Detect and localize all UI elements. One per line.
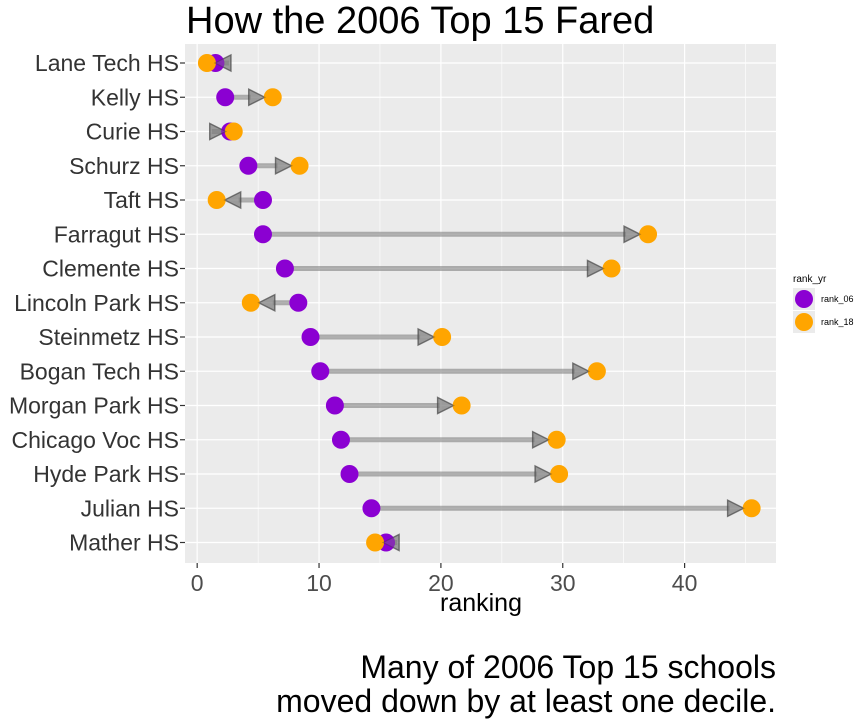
- arrow-head-overlay: [437, 396, 455, 415]
- caption: Many of 2006 Top 15 schools moved down b…: [276, 650, 776, 718]
- arrow-head-overlay: [727, 499, 745, 518]
- caption-line-1: Many of 2006 Top 15 schools: [360, 649, 776, 685]
- y-tick-label: Lane Tech HS: [35, 50, 179, 76]
- x-tick-label: 10: [306, 570, 332, 596]
- arrow-head: [586, 259, 606, 278]
- legend: rank_yr rank_06 rank_18: [793, 274, 854, 333]
- point-rank-06: [275, 259, 294, 278]
- arrow-head-overlay: [274, 156, 293, 175]
- arrow-head-overlay: [223, 191, 242, 209]
- x-axis-title: ranking: [440, 589, 522, 617]
- arrow-head-overlay: [381, 533, 400, 552]
- caption-line-2: moved down by at least one decile.: [276, 683, 776, 719]
- point-rank-06: [253, 225, 272, 244]
- arrow-head: [436, 396, 456, 415]
- arrow-head: [417, 327, 436, 347]
- y-tick-label: Steinmetz HS: [38, 324, 179, 350]
- x-axis-ticks: 0 10 20 30 40: [191, 563, 698, 596]
- legend-title: rank_yr: [793, 274, 827, 285]
- point-rank-18: [639, 225, 658, 244]
- arrow-head: [531, 430, 551, 449]
- y-tick-label: Chicago Voc HS: [12, 427, 179, 453]
- point-rank-06: [289, 293, 308, 312]
- point-rank-18: [550, 465, 569, 483]
- y-tick-label: Kelly HS: [91, 84, 179, 110]
- y-tick-label: Lincoln Park HS: [14, 290, 179, 316]
- point-rank-18: [433, 328, 452, 346]
- arrows: [208, 53, 746, 552]
- points: [197, 54, 761, 552]
- arrow-head: [572, 362, 591, 381]
- arrow-head: [223, 190, 242, 210]
- arrow-head-overlay: [572, 362, 591, 381]
- legend-key-rank_18: [795, 313, 813, 331]
- point-rank-18: [207, 191, 226, 209]
- arrow-head-overlay: [248, 88, 267, 107]
- x-tick-label: 30: [550, 570, 576, 596]
- point-rank-18: [366, 533, 385, 552]
- arrow-head-overlay: [209, 122, 228, 141]
- y-tick-label: Bogan Tech HS: [20, 358, 179, 384]
- legend-label: rank_18: [821, 317, 854, 327]
- y-tick-label: Morgan Park HS: [9, 393, 179, 419]
- y-tick-label: Julian HS: [81, 495, 179, 521]
- arrow-head: [274, 156, 294, 175]
- point-rank-06: [311, 362, 330, 381]
- arrow-head-overlay: [213, 54, 232, 72]
- arrow-head-overlay: [257, 293, 276, 312]
- arrow-head: [623, 225, 642, 244]
- point-rank-18: [241, 293, 260, 312]
- y-tick-label: Taft HS: [104, 187, 179, 213]
- point-rank-06: [362, 499, 381, 518]
- arrow-head: [534, 464, 553, 484]
- x-tick-label: 40: [672, 570, 698, 596]
- arrow-head-overlay: [417, 328, 436, 346]
- y-axis-labels: Lane Tech HS Kelly HS Curie HS Schurz HS Taf…: [9, 50, 185, 556]
- arrow-head: [247, 88, 267, 107]
- point-rank-18: [263, 88, 282, 107]
- arrow-head-overlay: [532, 430, 551, 449]
- arrow-head-overlay: [586, 259, 605, 278]
- x-tick-label: 0: [191, 570, 204, 596]
- point-rank-06: [331, 430, 350, 449]
- y-tick-label: Hyde Park HS: [33, 461, 179, 487]
- arrow-head-overlay: [534, 465, 553, 483]
- point-rank-18: [452, 396, 471, 415]
- legend-label: rank_06: [821, 294, 854, 304]
- point-rank-06: [239, 156, 258, 175]
- arrow-head: [726, 499, 746, 518]
- legend-key-rank_06: [795, 290, 813, 308]
- x-tick-label: 20: [428, 570, 454, 596]
- arrow-head-overlay: [623, 225, 642, 244]
- arrow-head: [208, 122, 228, 141]
- point-rank-18: [290, 156, 309, 175]
- point-rank-06: [301, 328, 320, 346]
- y-tick-label: Clemente HS: [42, 256, 179, 282]
- chart-title: How the 2006 Top 15 Fared: [186, 0, 654, 42]
- point-rank-18: [587, 362, 606, 381]
- point-rank-06: [216, 88, 235, 107]
- point-rank-18: [602, 259, 621, 278]
- point-rank-18: [547, 430, 566, 449]
- y-tick-label: Schurz HS: [69, 153, 179, 179]
- point-rank-18: [224, 122, 243, 141]
- point-rank-18: [197, 54, 216, 72]
- arrow-head: [257, 293, 276, 312]
- point-rank-06: [325, 396, 344, 415]
- point-rank-06: [340, 465, 359, 483]
- point-rank-18: [742, 499, 761, 518]
- y-tick-label: Mather HS: [69, 530, 179, 556]
- y-tick-label: Farragut HS: [54, 221, 179, 247]
- point-rank-06: [253, 191, 272, 209]
- y-tick-label: Curie HS: [86, 119, 179, 145]
